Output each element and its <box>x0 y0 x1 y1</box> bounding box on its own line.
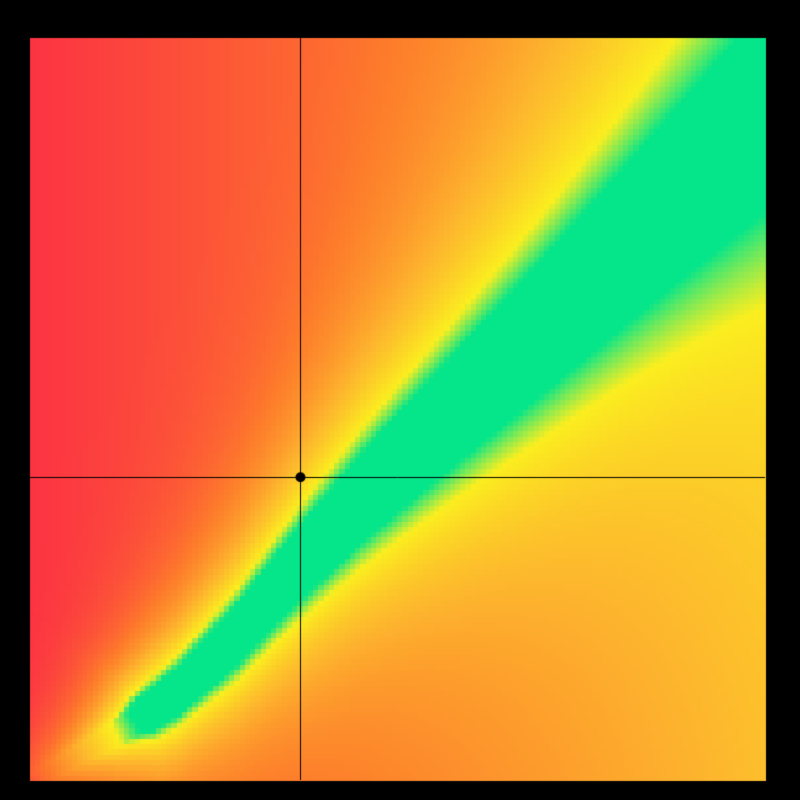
chart-container: { "watermark": { "text": "TheBottleneck.… <box>0 0 800 800</box>
bottleneck-heatmap <box>0 0 800 800</box>
